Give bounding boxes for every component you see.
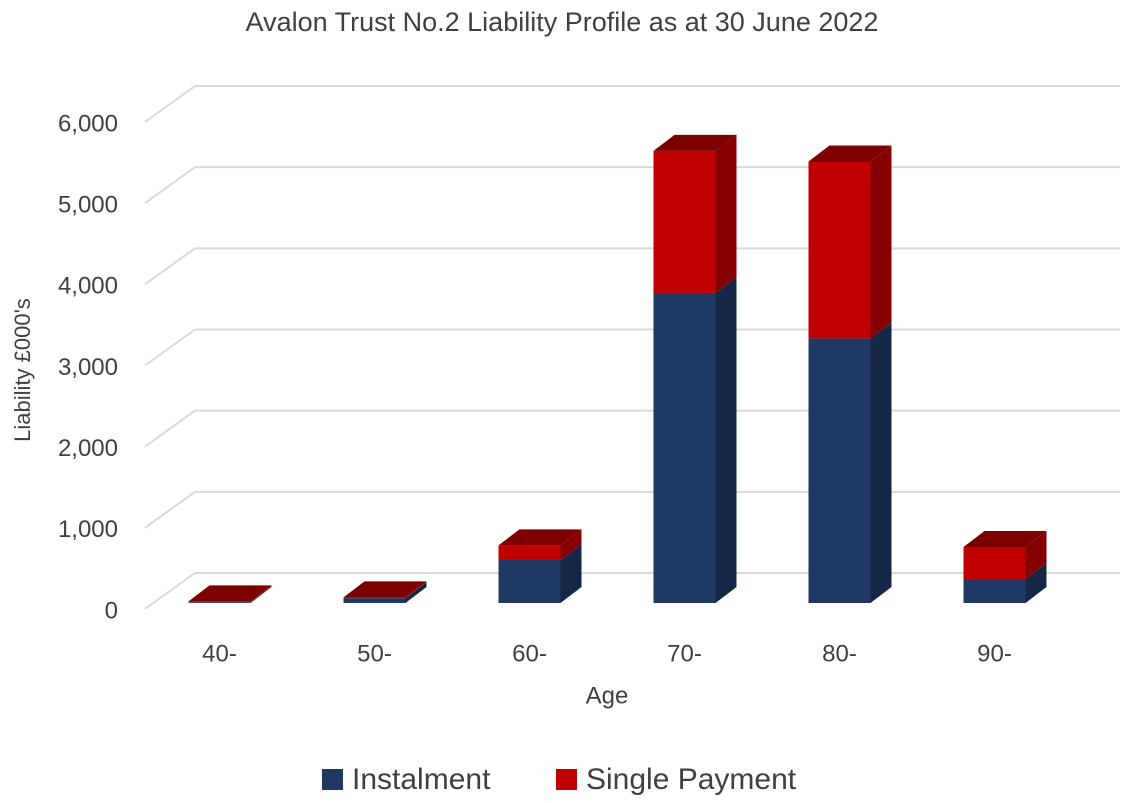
y-tick-label: 0 — [105, 597, 118, 624]
y-tick-label: 6,000 — [58, 110, 118, 137]
bar-side — [870, 322, 892, 603]
bar-side — [250, 586, 272, 603]
legend-swatch — [556, 769, 577, 790]
chart-title: Avalon Trust No.2 Liability Profile as a… — [246, 7, 879, 37]
legend-swatch — [322, 769, 343, 790]
bar — [188, 601, 251, 603]
bar — [963, 579, 1026, 603]
bar-side — [405, 582, 427, 603]
x-tick-label: 80- — [822, 640, 857, 667]
grid-line — [144, 409, 1120, 448]
bar — [653, 150, 716, 293]
bar-top — [343, 581, 427, 598]
bar-side — [560, 543, 582, 603]
bar-side — [715, 276, 737, 603]
bar-top — [498, 529, 582, 546]
bar-side — [715, 134, 737, 293]
bar-side — [870, 145, 892, 339]
grid-line — [144, 490, 1120, 529]
bar-side — [1025, 530, 1047, 580]
bar — [498, 559, 561, 603]
bar — [963, 546, 1026, 580]
bar — [808, 338, 871, 603]
bar-top — [963, 530, 1047, 547]
bar — [498, 545, 561, 560]
bar — [653, 292, 716, 603]
bar-side — [250, 585, 272, 603]
legend-label: Single Payment — [586, 763, 797, 796]
bar-side — [560, 529, 582, 560]
x-tick-label: 90- — [977, 640, 1012, 667]
y-axis-label: Liability £000's — [10, 298, 35, 442]
y-tick-label: 1,000 — [58, 516, 118, 543]
bar-top — [653, 134, 737, 151]
grid-line — [144, 247, 1120, 286]
bar — [188, 602, 251, 603]
bar-top — [808, 145, 892, 162]
bar-top — [188, 585, 272, 602]
bar-side — [1025, 563, 1047, 603]
x-tick-label: 40- — [202, 640, 237, 667]
bar — [343, 597, 406, 599]
bar — [808, 161, 871, 339]
grid-line — [144, 328, 1120, 367]
grid-line — [144, 166, 1120, 204]
y-tick-label: 2,000 — [58, 435, 118, 462]
y-tick-label: 5,000 — [58, 192, 118, 219]
bar-side — [405, 581, 427, 599]
grid-line — [144, 85, 1120, 123]
y-tick-label: 4,000 — [58, 273, 118, 300]
x-tick-label: 60- — [512, 640, 547, 667]
x-axis-label: Age — [586, 682, 629, 709]
legend-label: Instalment — [352, 763, 491, 796]
y-tick-label: 3,000 — [58, 354, 118, 381]
x-tick-label: 50- — [357, 640, 392, 667]
x-tick-label: 70- — [667, 640, 702, 667]
bar — [343, 598, 406, 603]
